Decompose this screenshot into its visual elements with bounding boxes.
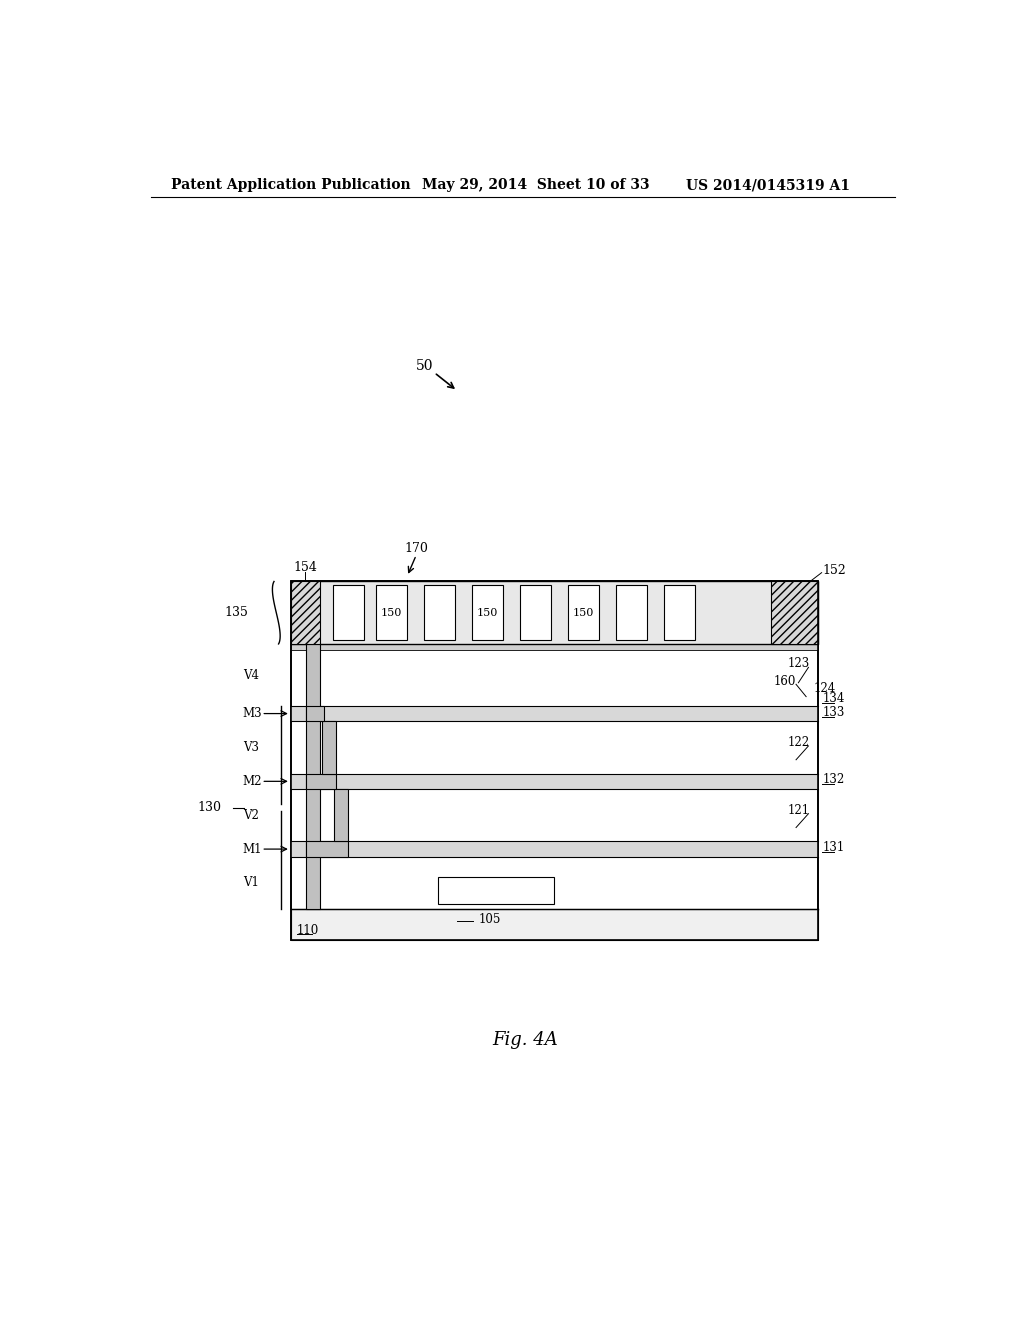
Bar (665, 585, 695, 640)
Bar (306, 841, 348, 857)
Bar (334, 585, 365, 640)
Text: 110: 110 (297, 924, 319, 937)
Text: M1: M1 (243, 842, 262, 855)
Text: May 29, 2014  Sheet 10 of 33: May 29, 2014 Sheet 10 of 33 (423, 178, 650, 193)
Text: 154: 154 (294, 561, 317, 574)
Text: V2: V2 (243, 809, 259, 822)
Text: 150: 150 (477, 607, 499, 618)
Text: Patent Application Publication: Patent Application Publication (171, 178, 411, 193)
Text: 132: 132 (822, 774, 845, 787)
Bar (291, 581, 818, 940)
Text: M2: M2 (243, 775, 262, 788)
Text: 150: 150 (381, 607, 402, 618)
Bar (424, 585, 455, 640)
Text: 133: 133 (822, 705, 845, 718)
Text: 131: 131 (822, 841, 845, 854)
Text: 135: 135 (224, 606, 248, 619)
Bar (472, 585, 503, 640)
Bar (771, 581, 818, 644)
Text: Fig. 4A: Fig. 4A (492, 1031, 558, 1049)
Bar (306, 644, 321, 909)
Text: US 2014/0145319 A1: US 2014/0145319 A1 (686, 178, 850, 193)
Text: 160: 160 (774, 675, 796, 688)
Text: 150: 150 (573, 607, 594, 618)
Text: 170: 170 (404, 543, 428, 556)
Bar (291, 909, 818, 940)
Text: M3: M3 (243, 708, 262, 721)
Bar (291, 581, 818, 644)
Bar (291, 581, 321, 644)
Bar (334, 789, 348, 841)
Bar (376, 585, 407, 640)
Text: V1: V1 (243, 876, 259, 890)
Text: 105: 105 (478, 912, 501, 925)
Text: V4: V4 (243, 668, 259, 681)
Bar (291, 581, 818, 940)
Text: V3: V3 (243, 741, 259, 754)
Bar (291, 644, 818, 649)
Bar (306, 706, 324, 721)
Text: 50: 50 (417, 359, 434, 374)
Bar (520, 585, 551, 640)
Text: 152: 152 (822, 564, 846, 577)
Text: 134: 134 (822, 692, 845, 705)
Text: 124: 124 (814, 682, 837, 696)
Text: 130: 130 (197, 801, 221, 814)
Bar (438, 876, 554, 904)
Bar (616, 585, 647, 640)
Text: 121: 121 (787, 804, 810, 817)
Text: 122: 122 (787, 737, 810, 750)
Bar (291, 841, 818, 857)
Bar (291, 706, 818, 721)
Bar (568, 585, 599, 640)
Text: 123: 123 (787, 657, 810, 671)
Bar (322, 721, 336, 774)
Bar (291, 774, 818, 789)
Bar (306, 774, 336, 789)
